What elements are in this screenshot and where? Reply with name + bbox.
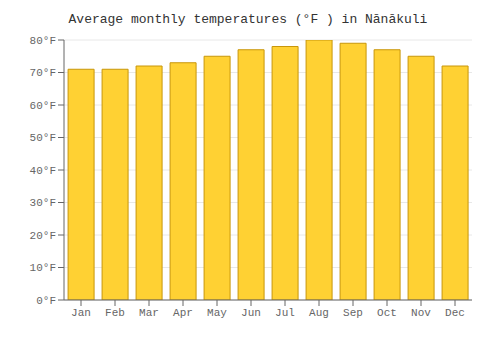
svg-text:10°F: 10°F	[30, 262, 56, 274]
svg-text:20°F: 20°F	[30, 230, 56, 242]
svg-text:Jan: Jan	[71, 307, 91, 319]
svg-text:Feb: Feb	[105, 307, 125, 319]
svg-text:Aug: Aug	[309, 307, 329, 319]
svg-text:Jul: Jul	[275, 307, 295, 319]
html-text:Average monthly temperatures (: Average monthly temperatures (°F ) in Nā…	[68, 12, 428, 27]
svg-text:May: May	[207, 307, 227, 319]
svg-text:30°F: 30°F	[30, 197, 56, 209]
svg-text:Apr: Apr	[173, 307, 193, 319]
svg-text:40°F: 40°F	[30, 165, 56, 177]
svg-text:Sep: Sep	[343, 307, 363, 319]
svg-text:Mar: Mar	[139, 307, 159, 319]
svg-text:Oct: Oct	[377, 307, 397, 319]
svg-text:Dec: Dec	[445, 307, 465, 319]
svg-text:60°F: 60°F	[30, 100, 56, 112]
svg-text:Nov: Nov	[411, 307, 431, 319]
svg-text:Jun: Jun	[241, 307, 261, 319]
svg-text:0°F: 0°F	[36, 295, 56, 307]
svg-text:50°F: 50°F	[30, 132, 56, 144]
svg-text:70°F: 70°F	[30, 67, 56, 79]
svg-text:80°F: 80°F	[30, 35, 56, 47]
